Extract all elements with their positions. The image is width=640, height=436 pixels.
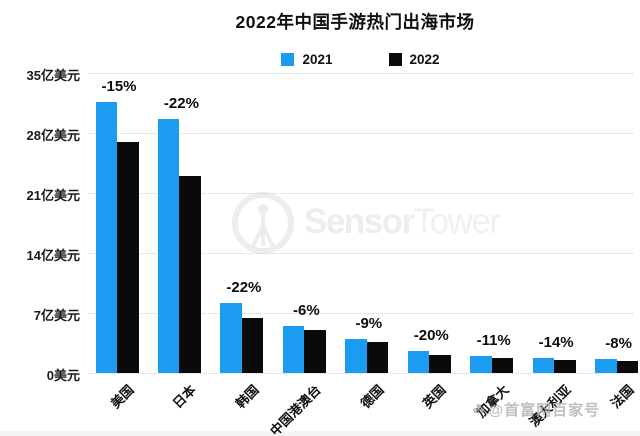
- x-tick-label-韩国: 韩国: [232, 382, 262, 412]
- pct-change-label: -14%: [538, 334, 574, 351]
- legend-swatch-2022-icon: [388, 53, 402, 66]
- pct-change-label: -22%: [163, 95, 199, 113]
- bar-2022-美国: [117, 142, 139, 373]
- chart-title: 2022年中国手游热门出海市场: [235, 12, 475, 32]
- legend-item-2022: 2022: [388, 52, 440, 67]
- bar-2021-法国: [595, 359, 617, 373]
- pct-change-label: -22%: [226, 278, 262, 296]
- bar-2021-英国: [407, 350, 430, 373]
- bar-2021-德国: [345, 338, 367, 373]
- plot-area: -15% -22% -22% -6% -9% -20% -11% -14% -8%: [88, 73, 639, 374]
- sensortower-watermark: SensorTower: [228, 188, 501, 254]
- clover-icon: ☘: [472, 401, 487, 419]
- x-tick-label-美国: 美国: [107, 382, 137, 412]
- sensortower-logo-icon: [232, 192, 294, 254]
- y-tick-label: 0美元: [46, 368, 80, 383]
- chart-legend: 2021 2022: [88, 52, 633, 67]
- bar-2022-韩国: [241, 318, 264, 373]
- bar-2022-加拿大: [491, 358, 514, 373]
- bar-2021-日本: [157, 119, 180, 373]
- x-tick-label-日本: 日本: [170, 382, 200, 412]
- bar-2021-韩国: [220, 302, 242, 373]
- x-tick-label-英国: 英国: [419, 382, 449, 412]
- pct-change-label: -11%: [476, 331, 511, 349]
- bottom-strip: [0, 431, 640, 436]
- credit-watermark: ☘ @首富网百家号: [472, 399, 600, 420]
- x-tick-label-法国: 法国: [607, 382, 637, 412]
- gridline: [88, 313, 633, 314]
- bar-2022-日本: [179, 175, 201, 373]
- pct-change-label: -8%: [605, 335, 632, 353]
- legend-label-2021: 2021: [302, 52, 333, 67]
- pct-change-label: -6%: [293, 301, 320, 319]
- legend-label-2022: 2022: [409, 52, 440, 67]
- bar-2022-法国: [616, 360, 639, 373]
- bar-2021-加拿大: [470, 355, 492, 373]
- gridline: [88, 193, 633, 194]
- legend-item-2021: 2021: [281, 52, 333, 67]
- bar-2022-德国: [366, 342, 389, 373]
- sensortower-wordmark: SensorTower: [304, 201, 501, 241]
- x-tick-label-德国: 德国: [357, 382, 387, 412]
- legend-swatch-2021-icon: [281, 53, 295, 66]
- y-tick-label: 7亿美元: [33, 308, 80, 323]
- bar-2022-澳大利亚: [554, 360, 576, 373]
- pct-change-label: -15%: [101, 78, 137, 96]
- bar-2021-澳大利亚: [532, 358, 555, 373]
- y-tick-label: 21亿美元: [26, 188, 80, 203]
- gridline: [88, 373, 633, 374]
- y-tick-label: 28亿美元: [26, 128, 80, 143]
- gridline: [88, 133, 633, 134]
- y-tick-label: 14亿美元: [26, 248, 80, 263]
- pct-change-label: -20%: [413, 326, 449, 344]
- bar-2021-中国港澳台: [282, 325, 305, 373]
- y-tick-label: 35亿美元: [26, 68, 80, 83]
- credit-text: @首富网百家号: [488, 402, 601, 419]
- pct-change-label: -9%: [355, 314, 383, 332]
- bar-2022-中国港澳台: [304, 330, 326, 373]
- bar-2021-美国: [95, 102, 117, 373]
- bar-2022-英国: [429, 355, 451, 373]
- gridline: [88, 253, 633, 254]
- x-tick-label-中国港澳台: 中国港澳台: [267, 382, 325, 436]
- gridline: [88, 73, 633, 74]
